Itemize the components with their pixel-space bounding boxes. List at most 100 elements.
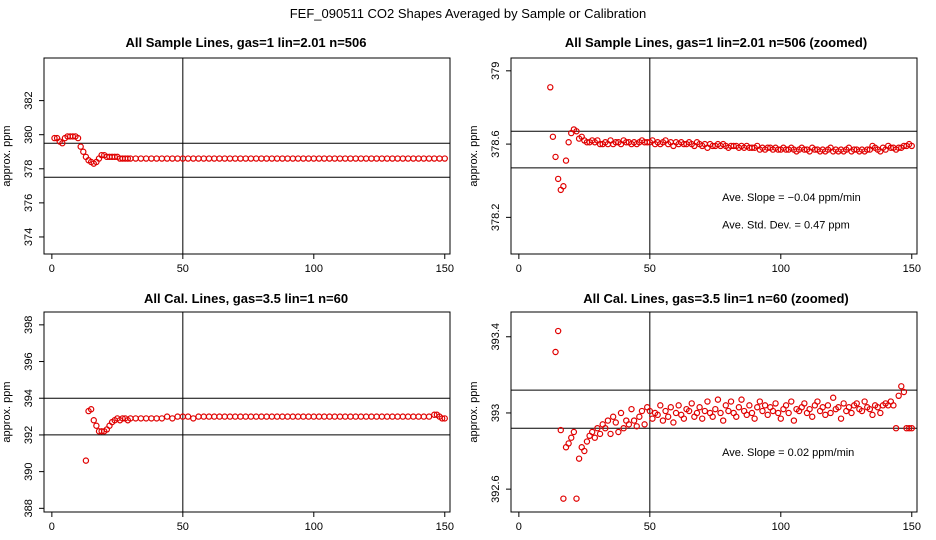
data-point — [554, 175, 562, 183]
data-point — [378, 155, 386, 162]
data-point — [848, 409, 855, 417]
panel-cal-lines-zoomed: All Cal. Lines, gas=3.5 lin=1 n=60 (zoom… — [468, 291, 921, 533]
data-point — [362, 155, 370, 162]
data-point — [743, 411, 750, 419]
data-point — [258, 413, 265, 420]
data-point — [565, 139, 572, 146]
data-point — [814, 398, 821, 405]
data-point — [549, 133, 557, 140]
data-point — [163, 413, 171, 420]
data-point — [769, 407, 777, 415]
data-point — [801, 400, 808, 407]
data-point — [158, 155, 166, 162]
data-point — [895, 392, 902, 400]
data-point — [725, 407, 732, 415]
y-axis-label: approx. ppm — [468, 381, 480, 442]
data-point — [704, 398, 711, 405]
data-point — [664, 413, 672, 420]
data-point — [719, 417, 727, 424]
data-point — [300, 413, 307, 420]
y-tick-label: 374 — [23, 228, 35, 246]
data-point — [717, 409, 724, 417]
x-tick-label: 100 — [772, 521, 790, 533]
data-point — [119, 415, 126, 422]
data-point — [321, 413, 328, 420]
data-point — [436, 155, 443, 162]
data-point — [738, 396, 745, 403]
x-tick-label: 0 — [49, 263, 55, 275]
data-point — [788, 398, 795, 405]
data-point — [158, 415, 166, 422]
y-tick-label: 394 — [23, 389, 35, 407]
data-point — [420, 155, 428, 162]
x-tick-label: 50 — [177, 521, 189, 533]
y-tick-label: 376 — [23, 194, 35, 212]
data-point — [237, 155, 244, 162]
data-point — [205, 155, 213, 162]
y-tick-label: 392 — [23, 426, 35, 444]
x-tick-label: 50 — [177, 263, 189, 275]
data-point — [200, 413, 207, 420]
data-point — [294, 155, 302, 162]
data-point — [900, 142, 908, 150]
data-point — [321, 155, 328, 162]
data-point — [829, 394, 837, 401]
data-point — [662, 407, 669, 415]
data-point — [751, 415, 758, 422]
x-tick-label: 0 — [49, 521, 55, 533]
data-point — [764, 144, 771, 151]
data-point — [782, 402, 790, 409]
data-point — [649, 415, 656, 422]
data-point — [326, 413, 333, 420]
x-tick-label: 50 — [644, 263, 656, 275]
data-point — [357, 413, 365, 420]
data-point — [148, 415, 155, 422]
data-point — [258, 155, 265, 162]
data-point — [659, 417, 667, 424]
data-point — [565, 440, 572, 447]
data-point — [596, 430, 604, 438]
data-point — [368, 413, 375, 420]
y-tick-label: 380 — [23, 126, 35, 144]
data-point — [90, 417, 97, 424]
data-point — [252, 155, 260, 162]
data-point — [305, 155, 312, 162]
data-point — [310, 155, 317, 162]
data-point — [620, 424, 627, 432]
data-point — [80, 148, 87, 155]
data-point — [373, 155, 380, 162]
y-tick-label: 390 — [23, 462, 35, 480]
data-point — [226, 155, 234, 162]
data-point — [211, 155, 218, 162]
data-point — [824, 402, 832, 409]
data-point — [441, 415, 448, 422]
data-point — [837, 415, 845, 422]
data-point — [714, 396, 722, 403]
y-tick-label: 378.2 — [490, 204, 502, 232]
panel-title: All Cal. Lines, gas=3.5 lin=1 n=60 (zoom… — [583, 291, 849, 306]
plot-frame — [43, 311, 451, 513]
data-point — [748, 144, 756, 151]
data-point — [782, 146, 790, 153]
y-tick-label: 396 — [23, 352, 35, 370]
data-point — [273, 413, 281, 420]
data-point — [552, 348, 559, 356]
data-point — [352, 155, 359, 162]
data-point — [869, 411, 876, 419]
data-point — [547, 84, 554, 91]
data-point — [399, 155, 407, 162]
data-point — [746, 402, 753, 409]
data-point — [124, 155, 132, 162]
data-point — [730, 142, 737, 150]
data-point — [77, 143, 84, 150]
data-point — [98, 428, 105, 435]
data-point — [696, 404, 703, 411]
data-point — [709, 142, 716, 150]
y-axis-label: approx. ppm — [1, 381, 13, 442]
data-point — [560, 183, 567, 190]
data-point — [211, 413, 218, 420]
data-point — [709, 413, 716, 420]
data-point — [785, 409, 792, 417]
data-point — [790, 417, 798, 424]
data-point — [352, 413, 359, 420]
